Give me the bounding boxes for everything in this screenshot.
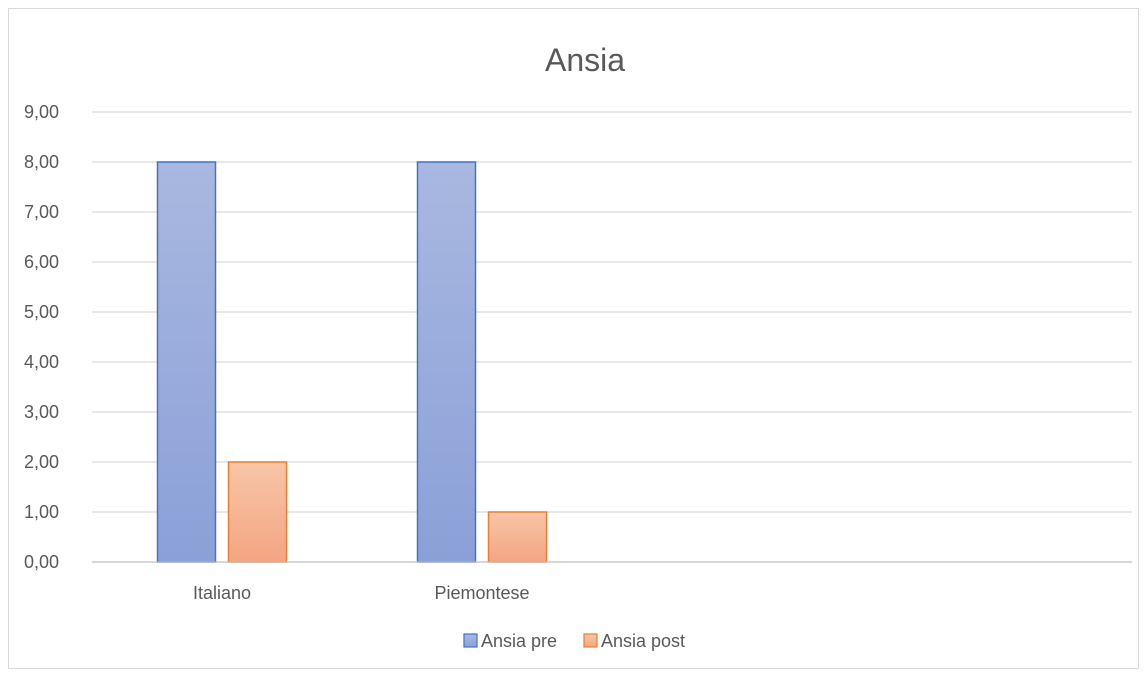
chart-svg: Ansia 0,00 1,00 2,00 3,00 4,00 5,00 6,00 7,00 8,… [24,42,1132,651]
bar-ansia-pre-piemontese [416,161,477,563]
chart-title: Ansia [545,42,625,78]
chart-frame: Ansia 0,00 1,00 2,00 3,00 4,00 5,00 6,00 7,00 8,… [8,8,1139,669]
y-tick-label: 3,00 [24,402,59,422]
y-tick-label: 0,00 [24,552,59,572]
y-tick-label: 4,00 [24,352,59,372]
bar-ansia-pre-italiano [156,161,217,563]
x-axis-categories: Italiano Piemontese [193,583,530,603]
y-tick-label: 5,00 [24,302,59,322]
legend: Ansia pre Ansia post [463,631,685,651]
y-tick-label: 7,00 [24,202,59,222]
y-tick-label: 2,00 [24,452,59,472]
y-tick-label: 8,00 [24,152,59,172]
x-category-label: Italiano [193,583,251,603]
y-axis-ticks: 0,00 1,00 2,00 3,00 4,00 5,00 6,00 7,00 8,00 9,00 [24,102,59,572]
x-category-label: Piemontese [434,583,529,603]
bar-ansia-post-italiano [227,461,288,563]
gridlines [92,111,1132,513]
y-tick-label: 6,00 [24,252,59,272]
legend-label: Ansia pre [481,631,557,651]
y-tick-label: 1,00 [24,502,59,522]
legend-swatch [463,633,478,648]
bars [156,161,548,563]
y-tick-label: 9,00 [24,102,59,122]
bar-ansia-post-piemontese [487,511,548,563]
legend-label: Ansia post [601,631,685,651]
legend-swatch [583,633,598,648]
